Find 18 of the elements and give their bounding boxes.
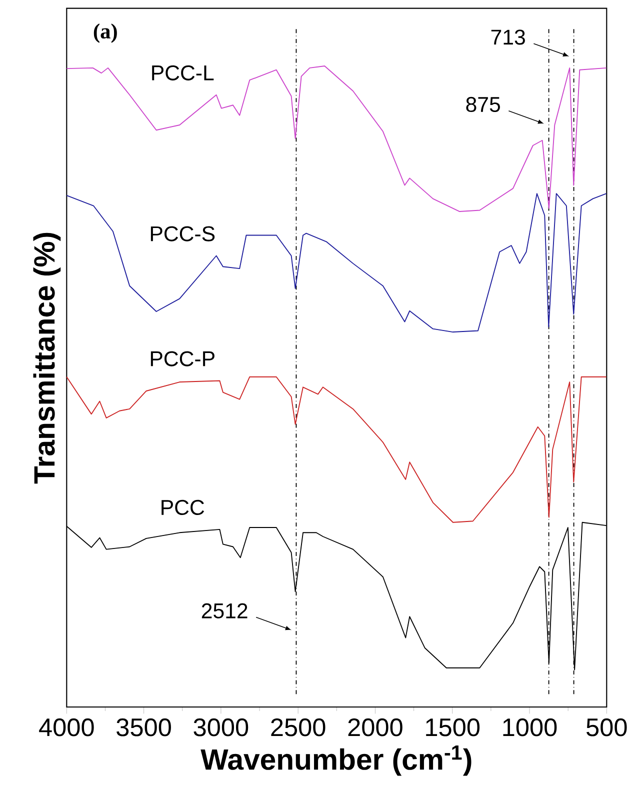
x-tick-label: 3500 <box>116 718 171 736</box>
x-axis-title: Wavenumber (cm$^{-1}$) <box>200 745 472 776</box>
text: (a) <box>94 24 117 43</box>
series-label: PCC <box>162 500 204 516</box>
x-tick-label: 2500 <box>271 718 326 736</box>
x-tick-label: 1500 <box>426 718 480 736</box>
ref-line-label: 875 <box>466 96 500 112</box>
x-tick-label: 3000 <box>194 718 248 736</box>
x-tick-label: 500 <box>586 718 627 736</box>
x-tick-label: 4000 <box>39 718 94 736</box>
x-tick-label: 1000 <box>503 718 557 736</box>
series-label: PCC-L <box>152 65 214 80</box>
series-label: PCC-S <box>150 226 215 242</box>
ref-line-label: 2512 <box>202 603 248 618</box>
y-axis-title: Transmittance (%) <box>33 232 61 484</box>
series-label: PCC-P <box>150 351 214 366</box>
x-tick-label: 2000 <box>348 718 402 736</box>
ref-line-label: 713 <box>491 30 525 45</box>
